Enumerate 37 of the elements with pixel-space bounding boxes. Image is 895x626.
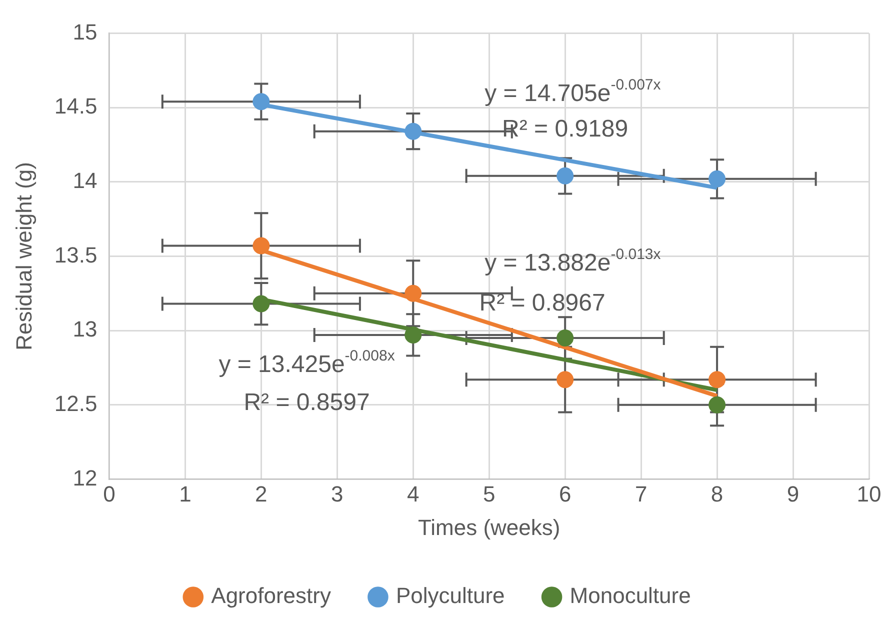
point [252, 93, 270, 110]
x-tick-label: 10 [856, 481, 882, 506]
y-tick-label: 14 [72, 168, 98, 193]
point [252, 295, 270, 312]
point [708, 396, 726, 414]
x-tick-label: 2 [255, 481, 268, 506]
x-tick-label: 1 [179, 481, 192, 506]
x-tick-label: 6 [558, 481, 572, 506]
point [708, 371, 726, 388]
point [404, 122, 422, 140]
x-tick-label: 7 [634, 481, 648, 506]
point [556, 371, 574, 388]
point [404, 284, 422, 302]
y-tick-label: 12 [72, 465, 98, 490]
point [252, 237, 270, 254]
x-tick-label: 3 [331, 481, 344, 506]
legend-label: Monoculture [570, 583, 691, 608]
annotation: R² = 0.8597 [244, 389, 370, 416]
x-tick-label: 5 [482, 481, 496, 506]
point [404, 326, 422, 344]
x-axis-title: Times (weeks) [418, 514, 560, 540]
point [556, 167, 574, 184]
y-tick-label: 13.5 [54, 242, 98, 268]
annotation: R² = 0.8967 [479, 290, 606, 317]
point [556, 329, 574, 346]
y-tick-label: 13 [72, 316, 98, 342]
y-axis-title: Residual weight (g) [11, 162, 36, 350]
y-tick-label: 15 [72, 19, 98, 44]
y-tick-label: 12.5 [54, 390, 98, 416]
y-tick-label: 14.5 [54, 94, 98, 119]
x-tick-label: 9 [786, 481, 800, 506]
legend-label: Agroforestry [211, 583, 331, 608]
legend-label: Polyculture [396, 583, 505, 608]
x-tick-label: 4 [407, 481, 420, 506]
x-tick-label: 8 [710, 481, 724, 506]
point [708, 170, 726, 188]
x-tick-label: 0 [103, 481, 116, 506]
